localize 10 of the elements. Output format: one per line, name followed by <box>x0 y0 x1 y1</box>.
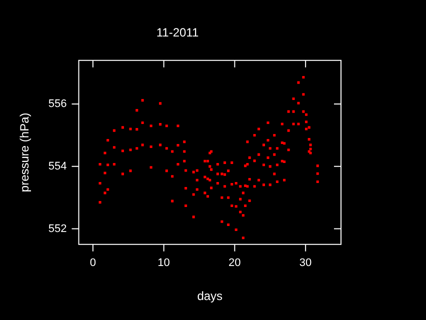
x-tick-label: 20 <box>228 257 241 270</box>
y-tick-label: 552 <box>48 222 67 235</box>
x-axis-title: days <box>197 289 223 304</box>
x-tick-label: 30 <box>299 257 312 270</box>
x-tick-label: 0 <box>90 257 96 270</box>
x-tick-label: 10 <box>158 257 170 270</box>
y-tick-label: 556 <box>48 98 67 110</box>
y-axis-title: pressure (hPa) <box>18 112 32 192</box>
y-tick-label: 554 <box>48 160 67 172</box>
chart-title: 11-2011 <box>156 26 199 40</box>
